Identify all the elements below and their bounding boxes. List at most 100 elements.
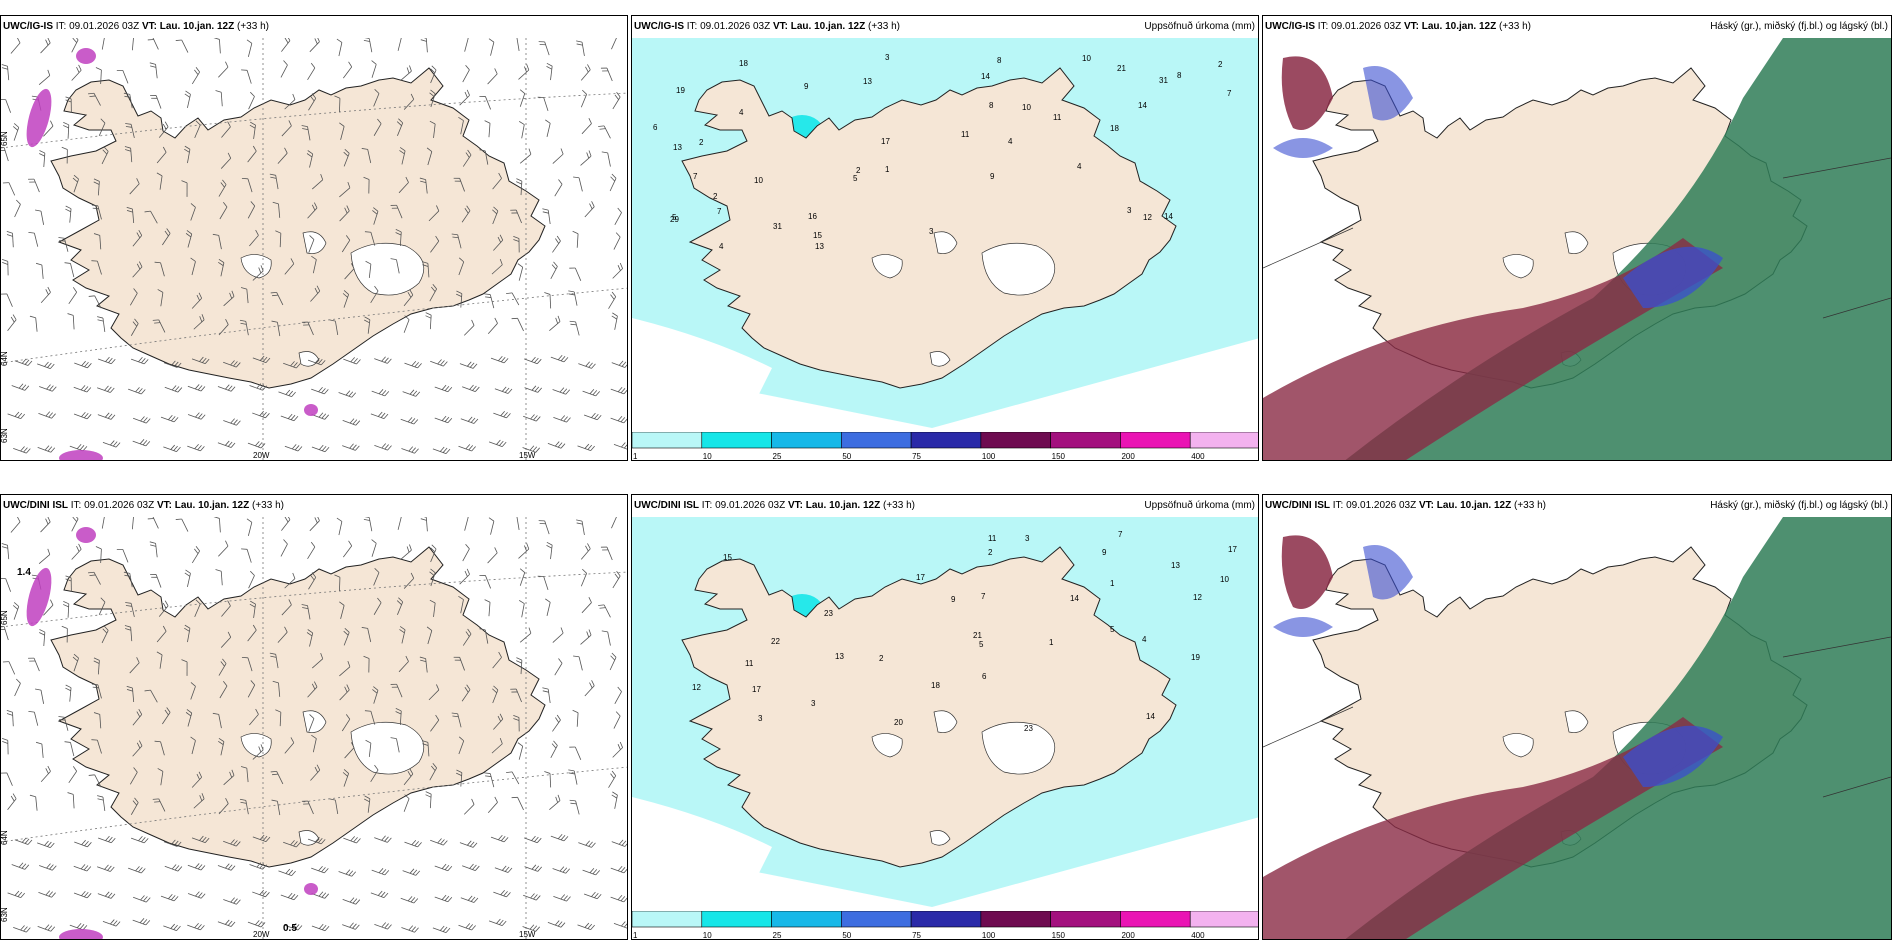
precip-value: 9 [951, 595, 956, 604]
cloud-map [1263, 517, 1891, 939]
it-value: 09.01.2026 03Z [715, 500, 786, 511]
wind-map: 20W 15W 65N 64N 63N 1.4 0.5 [1, 517, 627, 939]
panel-header: UWC/IG-IS IT: 09.01.2026 03Z VT: Lau. 10… [632, 16, 1258, 38]
glacier [1502, 733, 1534, 758]
legend-label: 150 [1052, 452, 1066, 461]
legend-swatch [910, 432, 982, 449]
lon-label-15w: 15W [519, 451, 536, 460]
precip-values: 3111771013918141720121415132319122117513… [692, 530, 1237, 733]
precip-value: 11 [1053, 113, 1062, 122]
vt-label: VT: [787, 500, 803, 511]
legend-swatch [910, 911, 982, 928]
legend-swatch [841, 911, 912, 928]
legend-swatch [1120, 911, 1191, 928]
precip-value: 29 [670, 215, 679, 224]
lead-time: (+33 h) [1499, 21, 1531, 32]
glacier [929, 351, 951, 367]
legend-label: 10 [703, 452, 712, 461]
wind-barbs [1, 517, 627, 933]
vt-label: VT: [1403, 21, 1419, 32]
precip-value: 19 [1191, 653, 1200, 662]
precip-value: 14 [1138, 101, 1147, 110]
precip-value: 18 [739, 59, 748, 68]
precip-value: 4 [739, 108, 744, 117]
precip-value: 14 [981, 72, 990, 81]
panel-header: UWC/DINI ISL IT: 09.01.2026 03Z VT: Lau.… [632, 495, 1258, 517]
legend-label: 50 [842, 452, 851, 461]
it-value: 09.01.2026 03Z [1331, 21, 1402, 32]
panel-top-right: UWC/IG-IS IT: 09.01.2026 03Z VT: Lau. 10… [1262, 15, 1892, 461]
precip-type-blobs [26, 48, 318, 460]
precip-value: 16 [808, 212, 817, 221]
precip-value: 10 [1022, 103, 1031, 112]
legend-swatch [632, 911, 703, 928]
precip-value: 10 [754, 176, 763, 185]
precip-value: 3 [1127, 206, 1132, 215]
glacier [871, 254, 903, 279]
lead-time: (+33 h) [252, 500, 284, 511]
precip-value: 18 [1110, 124, 1119, 133]
precip-map: 3111771013918141720121415132319122117513… [632, 517, 1258, 917]
legend-swatch [771, 432, 842, 449]
precip-value: 22 [771, 637, 780, 646]
glacier [240, 733, 272, 758]
precip-value: 23 [824, 609, 833, 618]
it-label: IT: [686, 21, 698, 32]
legend-swatch [632, 432, 703, 449]
legend-label: 75 [912, 931, 921, 940]
legend-label: 25 [773, 452, 782, 461]
lon-label-15w: 15W [519, 930, 536, 939]
precip-value: 21 [973, 631, 982, 640]
model-name: UWC/DINI ISL [634, 500, 699, 511]
legend-label: 25 [773, 931, 782, 940]
lat-lon-grid [1, 517, 627, 939]
panel-header: UWC/IG-IS IT: 09.01.2026 03Z VT: Lau. 10… [1263, 16, 1891, 38]
panel-bottom-left: UWC/DINI ISL IT: 09.01.2026 03Z VT: Lau.… [0, 494, 628, 940]
precip-value: 17 [916, 573, 925, 582]
legend-label: 100 [982, 931, 996, 940]
legend-swatch [1120, 432, 1191, 449]
precip-value: 14 [1164, 212, 1173, 221]
precip-value: 15 [813, 231, 822, 240]
precip-value: 7 [1118, 530, 1123, 539]
legend-label: 400 [1191, 931, 1205, 940]
vt-value: Lau. 10.jan. 12Z [174, 500, 250, 511]
vt-label: VT: [156, 500, 172, 511]
precip-value: 19 [676, 86, 685, 95]
precip-value: 6 [982, 672, 987, 681]
glacier [302, 231, 327, 254]
low-cloud-area [1623, 246, 1723, 308]
precip-value: 18 [931, 681, 940, 690]
precip-value: 5 [979, 640, 984, 649]
precip-value: 1 [885, 165, 890, 174]
lat-label-63n: 63N [1, 907, 9, 922]
lat-lon-grid [1, 38, 627, 460]
lead-time: (+33 h) [1514, 500, 1546, 511]
panel-title: Uppsöfnuð úrkoma (mm) [1144, 21, 1255, 32]
vt-value: Lau. 10.jan. 12Z [1421, 21, 1497, 32]
it-label: IT: [1317, 21, 1329, 32]
mid-cloud-area [1263, 717, 1723, 939]
precip-value: 17 [881, 137, 890, 146]
precip-value: 6 [653, 123, 658, 132]
precip-value: 3 [885, 53, 890, 62]
it-label: IT: [1332, 500, 1344, 511]
precip-value: 8 [997, 56, 1002, 65]
precip-value: 15 [723, 553, 732, 562]
precip-value: 11 [961, 130, 970, 139]
panel-bottom-right: UWC/DINI ISL IT: 09.01.2026 03Z VT: Lau.… [1262, 494, 1892, 940]
panel-top-left: UWC/IG-IS IT: 09.01.2026 03Z VT: Lau. 10… [0, 15, 628, 461]
legend-swatch [1050, 911, 1121, 928]
precip-value: 7 [693, 172, 698, 181]
vt-value: Lau. 10.jan. 12Z [790, 21, 866, 32]
precip-value: 4 [719, 242, 724, 251]
iceland-landmass [681, 67, 1177, 389]
legend-label: 50 [842, 931, 851, 940]
precip-value: 2 [713, 192, 718, 201]
precip-value: 2 [879, 654, 884, 663]
precip-value: 7 [1227, 89, 1232, 98]
legend-swatch [1050, 432, 1121, 449]
cloud-map [1263, 38, 1891, 460]
precip-value: 3 [811, 699, 816, 708]
